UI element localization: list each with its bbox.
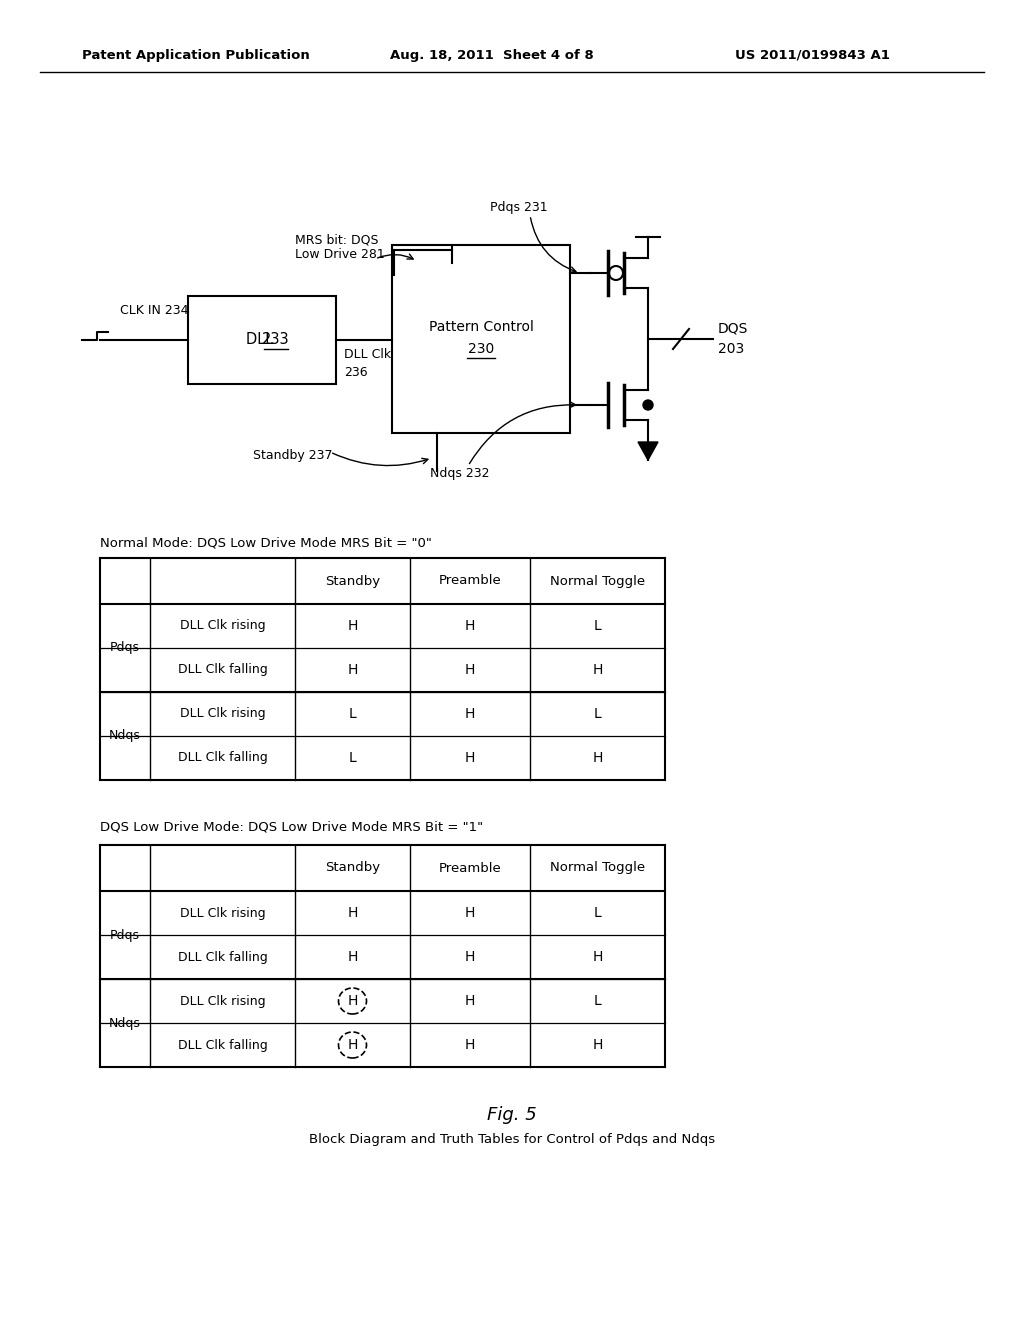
Text: US 2011/0199843 A1: US 2011/0199843 A1: [735, 49, 890, 62]
Text: DQS Low Drive Mode: DQS Low Drive Mode MRS Bit = "1": DQS Low Drive Mode: DQS Low Drive Mode M…: [100, 821, 483, 833]
Text: Pdqs: Pdqs: [110, 642, 140, 655]
Text: L: L: [348, 708, 356, 721]
Text: Pdqs: Pdqs: [110, 928, 140, 941]
Text: H: H: [465, 619, 475, 634]
Text: DLL Clk falling: DLL Clk falling: [177, 751, 267, 764]
Text: H: H: [347, 950, 357, 964]
Bar: [392, 246, 570, 433]
Text: Block Diagram and Truth Tables for Control of Pdqs and Ndqs: Block Diagram and Truth Tables for Contr…: [309, 1133, 715, 1146]
Text: DLL Clk rising: DLL Clk rising: [179, 994, 265, 1007]
Text: H: H: [347, 1038, 357, 1052]
Text: L: L: [594, 994, 601, 1008]
Text: H: H: [465, 1038, 475, 1052]
Text: H: H: [347, 994, 357, 1008]
Text: L: L: [594, 906, 601, 920]
Text: DLL Clk falling: DLL Clk falling: [177, 1039, 267, 1052]
Text: DLL Clk rising: DLL Clk rising: [179, 708, 265, 721]
Text: Low Drive 281: Low Drive 281: [295, 248, 385, 261]
Text: H: H: [465, 994, 475, 1008]
Text: Ndqs 232: Ndqs 232: [430, 466, 489, 479]
Text: Standby 237: Standby 237: [253, 449, 333, 462]
Text: Normal Mode: DQS Low Drive Mode MRS Bit = "0": Normal Mode: DQS Low Drive Mode MRS Bit …: [100, 536, 432, 549]
Text: H: H: [592, 663, 603, 677]
Text: H: H: [465, 708, 475, 721]
Text: CLK IN 234: CLK IN 234: [120, 304, 188, 317]
Text: Patent Application Publication: Patent Application Publication: [82, 49, 309, 62]
Text: Preamble: Preamble: [438, 574, 502, 587]
Text: Standby: Standby: [325, 574, 380, 587]
Text: DLL Clk falling: DLL Clk falling: [177, 950, 267, 964]
Text: H: H: [465, 950, 475, 964]
Text: L: L: [348, 751, 356, 766]
Text: L: L: [594, 619, 601, 634]
Text: Pdqs 231: Pdqs 231: [490, 202, 548, 214]
Text: DLL Clk rising: DLL Clk rising: [179, 907, 265, 920]
Text: MRS bit: DQS: MRS bit: DQS: [295, 234, 379, 247]
Text: H: H: [465, 751, 475, 766]
Text: Pattern Control: Pattern Control: [429, 319, 534, 334]
Text: H: H: [465, 906, 475, 920]
Circle shape: [643, 400, 653, 411]
Text: DQS: DQS: [718, 322, 749, 337]
Text: H: H: [592, 1038, 603, 1052]
Ellipse shape: [339, 987, 367, 1014]
Text: 236: 236: [344, 367, 368, 380]
Text: H: H: [592, 950, 603, 964]
Text: H: H: [347, 619, 357, 634]
Text: Preamble: Preamble: [438, 862, 502, 874]
Text: Ndqs: Ndqs: [110, 730, 141, 742]
Text: H: H: [347, 663, 357, 677]
Text: DLL: DLL: [246, 333, 278, 347]
Text: Standby: Standby: [325, 862, 380, 874]
Text: L: L: [594, 708, 601, 721]
Text: 203: 203: [718, 342, 744, 356]
Ellipse shape: [339, 1032, 367, 1059]
Text: 233: 233: [262, 333, 290, 347]
Polygon shape: [638, 442, 658, 459]
Text: H: H: [592, 751, 603, 766]
Text: Normal Toggle: Normal Toggle: [550, 862, 645, 874]
Bar: [188, 296, 336, 384]
Text: DLL Clk: DLL Clk: [344, 348, 391, 362]
Text: DLL Clk rising: DLL Clk rising: [179, 619, 265, 632]
Text: H: H: [465, 663, 475, 677]
Text: DLL Clk falling: DLL Clk falling: [177, 664, 267, 676]
Text: Fig. 5: Fig. 5: [487, 1106, 537, 1125]
Text: Aug. 18, 2011  Sheet 4 of 8: Aug. 18, 2011 Sheet 4 of 8: [390, 49, 594, 62]
Text: Normal Toggle: Normal Toggle: [550, 574, 645, 587]
Text: Ndqs: Ndqs: [110, 1016, 141, 1030]
Text: H: H: [347, 906, 357, 920]
Text: 230: 230: [468, 342, 495, 356]
